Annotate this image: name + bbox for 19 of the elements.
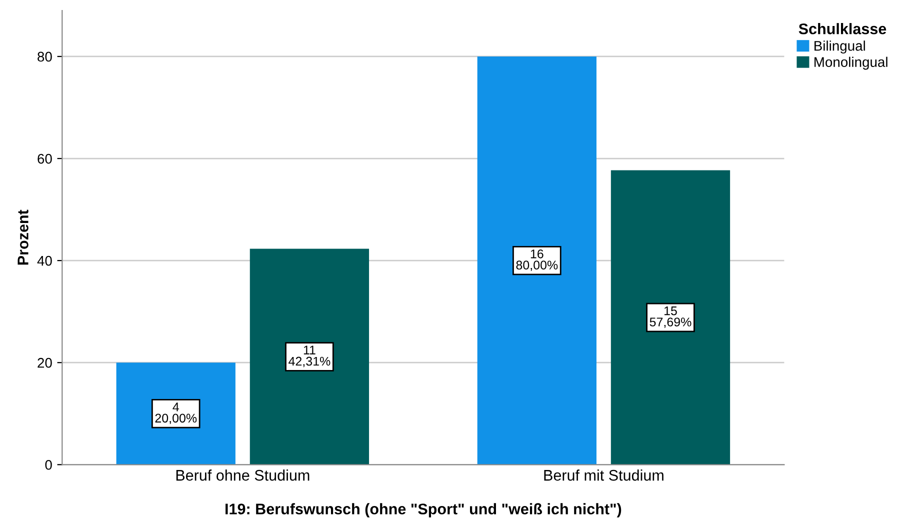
bar (610, 170, 730, 465)
x-axis-title: I19: Berufswunsch (ohne "Sport" und "weiß ich nicht") (226, 503, 622, 518)
y-tick-label: 20 (38, 358, 52, 368)
y-tick-label: 80 (38, 52, 52, 62)
y-axis-title: Prozent (18, 210, 28, 265)
legend-label: Monolingual (814, 56, 888, 70)
data-label: 11 42,31% (288, 346, 330, 368)
legend-title: Schulklasse (798, 23, 886, 34)
y-tick-label: 60 (38, 154, 52, 164)
bar (477, 56, 596, 465)
x-tick-label: Beruf ohne Studium (176, 470, 310, 481)
x-tick-label: Beruf mit Studium (544, 470, 664, 481)
data-label: 4 20,00% (155, 402, 197, 424)
y-tick-label: 0 (45, 460, 52, 470)
data-label: 16 80,00% (516, 249, 558, 271)
y-tick-label: 40 (37, 256, 52, 266)
data-label: 15 57,69% (650, 306, 692, 328)
bar (250, 248, 370, 465)
legend-label: Bilingual (814, 40, 865, 54)
